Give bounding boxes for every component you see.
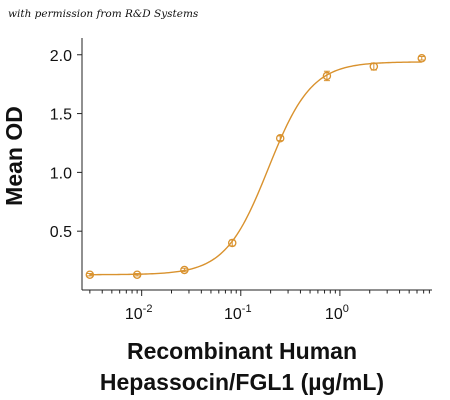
fit-curve-group: [89, 61, 422, 276]
x-tick-label: 10-2: [125, 303, 153, 323]
data-point: [227, 238, 237, 248]
data-point: [322, 71, 332, 81]
y-tick-label: 2.0: [50, 48, 72, 65]
x-axis-label-line2: Hepassocin/FGL1 (µg/mL): [99, 369, 385, 395]
x-axis-label-line1: Recombinant Human: [126, 338, 358, 364]
data-point: [417, 54, 427, 63]
x-tick-base: 10: [125, 306, 143, 323]
y-tick-label: 1.0: [50, 165, 72, 182]
x-tick-label: 10-1: [224, 303, 252, 323]
x-tick-exponent: -2: [143, 303, 153, 315]
data-point: [369, 62, 379, 71]
watermark-text: with permission from R&D Systems: [8, 8, 199, 20]
fit-curve: [89, 61, 422, 276]
x-tick-exponent: -1: [242, 303, 252, 315]
data-point: [275, 134, 285, 143]
data-point: [180, 265, 189, 275]
data-point: [132, 270, 142, 279]
y-axis-label: Mean OD: [1, 106, 27, 206]
axis-ticks: 0.51.01.52.010-2 10-1 100: [50, 48, 430, 323]
y-tick-label: 0.5: [50, 224, 72, 241]
x-tick-exponent: 0: [343, 303, 349, 315]
data-points: [85, 54, 427, 279]
data-point: [85, 270, 95, 279]
y-tick-label: 1.5: [50, 107, 72, 124]
x-tick-base: 10: [224, 306, 242, 323]
x-tick-label: 100: [325, 303, 349, 323]
axes: [81, 38, 432, 291]
x-tick-base: 10: [325, 306, 343, 323]
